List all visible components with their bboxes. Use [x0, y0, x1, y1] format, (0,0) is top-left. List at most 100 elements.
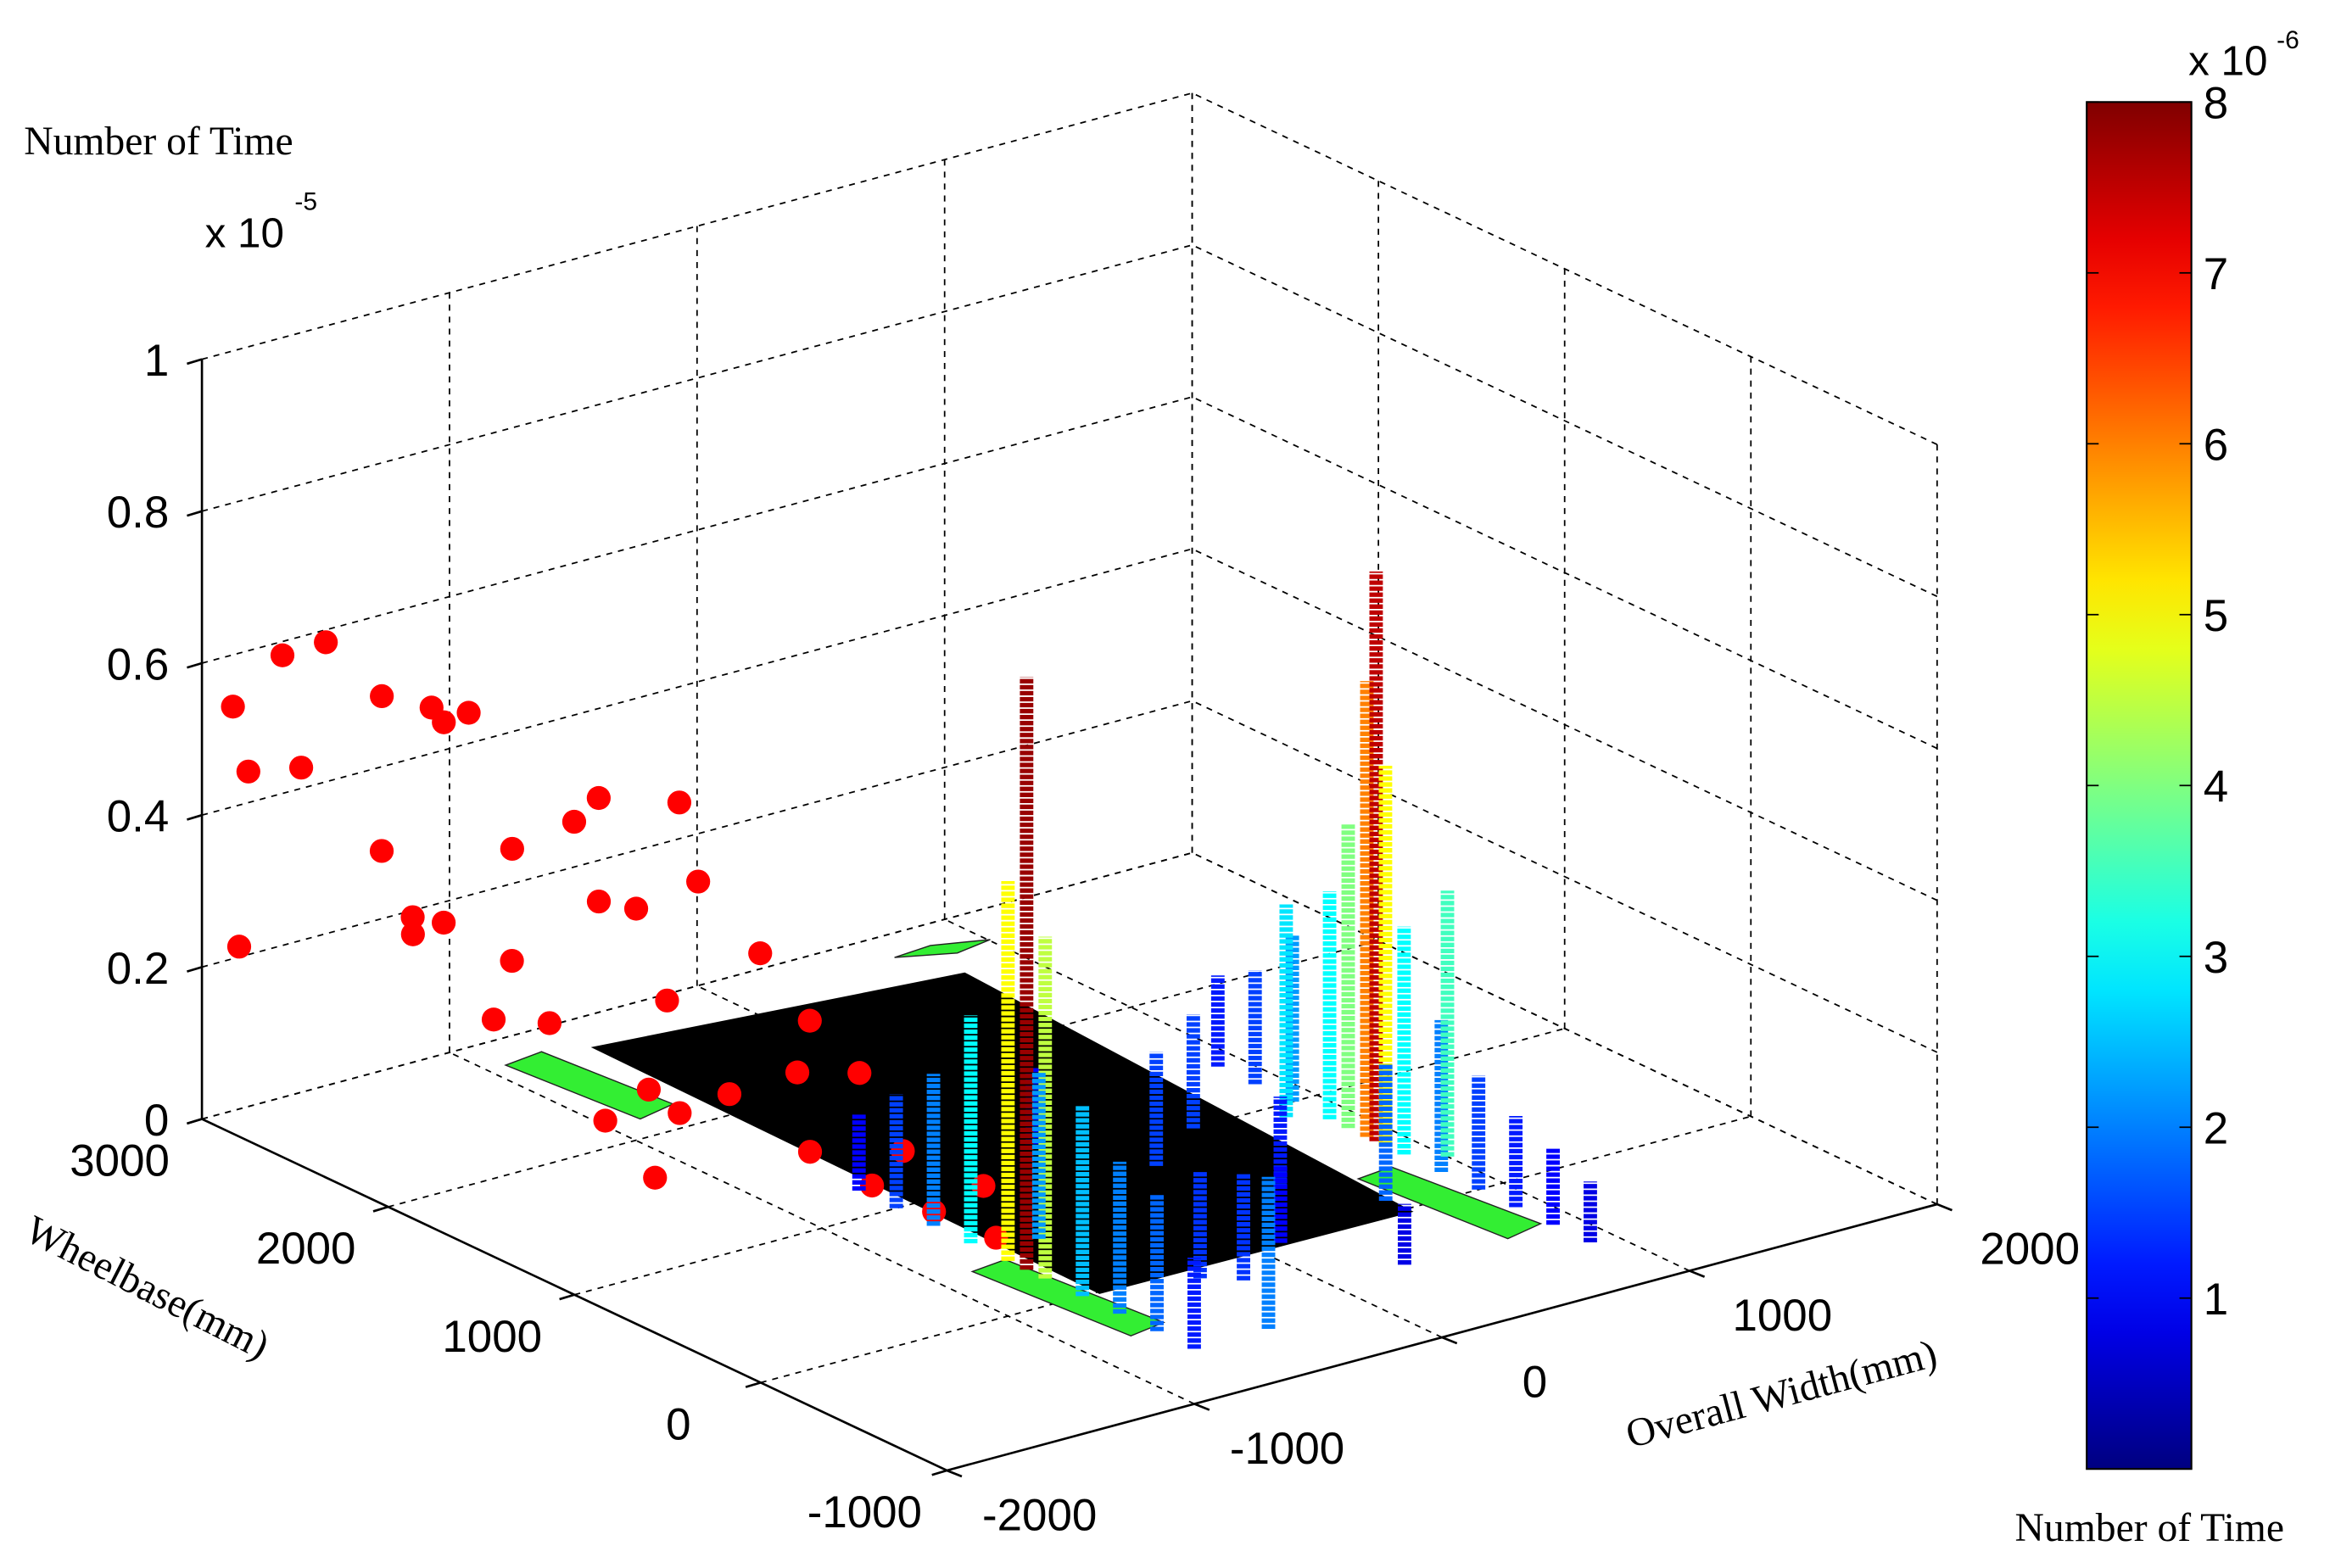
- z-tick: [187, 813, 203, 821]
- colorbar-tick-label: 2: [2204, 1104, 2228, 1154]
- z-tick-label: 1: [144, 336, 169, 386]
- z-tick: [187, 661, 203, 669]
- scatter-point: [369, 839, 394, 863]
- scatter-point: [623, 896, 649, 921]
- x-tick-label: 2000: [1980, 1225, 2080, 1275]
- scatter-point: [797, 1140, 823, 1164]
- scatter-point: [400, 922, 425, 946]
- scatter-point: [432, 910, 456, 935]
- scatter-point: [400, 905, 425, 929]
- scatter-point: [562, 809, 587, 834]
- scatter-point: [500, 836, 524, 862]
- x-tick-label: 1000: [1732, 1291, 1832, 1341]
- y-tick: [745, 1381, 762, 1388]
- scatter-point: [860, 1173, 885, 1198]
- z-tick: [187, 966, 203, 973]
- grid-line: [201, 244, 1193, 512]
- scatter-point: [586, 889, 612, 914]
- colorbar-tick-label: 8: [2204, 79, 2228, 129]
- y-tick: [187, 1118, 203, 1125]
- grid-line: [1192, 548, 1938, 901]
- grid-line: [760, 1115, 1752, 1384]
- y-tick: [372, 1205, 389, 1213]
- x-tick: [1689, 1269, 1706, 1278]
- scatter-point: [686, 869, 711, 894]
- scatter-point: [419, 695, 444, 720]
- y-tick: [931, 1469, 947, 1476]
- z-tick-label: 0.6: [107, 639, 170, 689]
- scatter-point: [270, 643, 295, 667]
- y-tick: [559, 1293, 575, 1301]
- scatter-point: [226, 935, 252, 959]
- grid-line: [1192, 244, 1938, 598]
- scatter-point: [643, 1165, 668, 1190]
- x-tick-label: 0: [1522, 1358, 1547, 1408]
- scatter-point: [236, 759, 260, 784]
- y-tick-label: 2000: [256, 1224, 356, 1274]
- colorbar-exponent: x 10: [2188, 38, 2267, 85]
- green-strip: [894, 939, 991, 958]
- x-tick-label: -2000: [982, 1491, 1097, 1541]
- y-tick-label: 1000: [442, 1312, 542, 1362]
- x-tick-label: -1000: [1230, 1424, 1344, 1474]
- x-tick: [946, 1469, 963, 1478]
- scatter-point: [370, 684, 394, 709]
- grid-line: [1192, 700, 1938, 1053]
- scatter-point: [797, 1008, 822, 1033]
- scatter-point: [593, 1108, 617, 1133]
- green-strip: [970, 1258, 1165, 1337]
- z-tick-label: 0.8: [107, 488, 170, 538]
- z-tick: [187, 510, 203, 517]
- scatter-point: [221, 695, 245, 719]
- grid-line: [1192, 851, 1938, 1205]
- z-exponent: x 10: [205, 209, 284, 256]
- z-axis-label: Number of Time: [24, 120, 293, 164]
- x-tick: [1441, 1336, 1458, 1345]
- scatter-point: [748, 941, 773, 966]
- scatter-point: [456, 700, 481, 725]
- colorbar-tick-label: 1: [2204, 1275, 2228, 1325]
- y-axis-line: [201, 1118, 947, 1472]
- y-tick-label: 0: [666, 1399, 690, 1449]
- colorbar: [2086, 101, 2193, 1470]
- colorbar-tick-label: 5: [2204, 591, 2228, 641]
- colorbar-exponent-power: -6: [2277, 26, 2299, 54]
- x-tick: [1193, 1403, 1210, 1411]
- z-tick-label: 0.4: [107, 792, 170, 842]
- scatter-point: [717, 1082, 742, 1107]
- scatter-point: [668, 1101, 692, 1125]
- scatter-point: [481, 1007, 506, 1032]
- z-exponent-power: -5: [294, 187, 317, 215]
- scatter-point: [785, 1060, 810, 1085]
- colorbar-tick-label: 3: [2204, 933, 2228, 983]
- grid-line: [201, 92, 1193, 360]
- z-tick-label: 0: [144, 1096, 169, 1146]
- scatter-point: [667, 790, 692, 815]
- scatter-point: [537, 1011, 562, 1035]
- colorbar-tick-label: 7: [2204, 249, 2228, 299]
- x-axis-label: Overall Width(mm): [1622, 1331, 1942, 1457]
- scatter-point: [586, 785, 611, 811]
- y-axis-label: Wheelbase(mm): [18, 1208, 276, 1368]
- x-tick: [1936, 1203, 1953, 1212]
- z-tick: [187, 358, 203, 365]
- grid-line: [1192, 396, 1938, 750]
- scatter-point: [288, 756, 314, 780]
- colorbar-tick-label: 4: [2204, 762, 2228, 812]
- grid-line: [1192, 92, 1938, 445]
- colorbar-tick-label: 6: [2204, 421, 2228, 471]
- y-tick-label: 3000: [70, 1136, 170, 1186]
- scatter-point: [655, 988, 679, 1013]
- z-tick-label: 0.2: [107, 944, 170, 994]
- y-tick-label: -1000: [807, 1487, 922, 1537]
- grid-line: [201, 396, 1193, 664]
- scatter-point: [314, 630, 338, 655]
- scatter-point: [636, 1077, 662, 1102]
- scatter-point: [500, 948, 524, 974]
- grid-line: [201, 548, 1193, 817]
- scatter-point: [984, 1225, 1008, 1250]
- scatter-point: [847, 1061, 872, 1085]
- colorbar-label: Number of Time: [2015, 1506, 2284, 1550]
